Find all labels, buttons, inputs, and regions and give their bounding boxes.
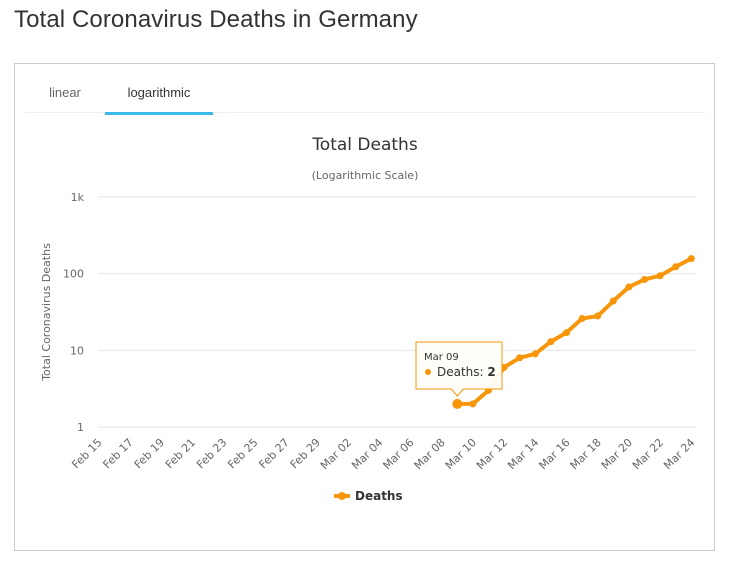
- data-point[interactable]: [563, 329, 570, 337]
- legend-marker-icon: [338, 492, 346, 500]
- data-point[interactable]: [641, 275, 648, 283]
- x-tick-label: Mar 04: [349, 436, 385, 472]
- x-tick-label: Mar 16: [536, 436, 572, 472]
- legend[interactable]: Deaths: [334, 489, 403, 503]
- tooltip-value: Deaths: 2: [437, 365, 496, 379]
- data-point[interactable]: [516, 354, 524, 362]
- legend-label-deaths[interactable]: Deaths: [355, 489, 403, 503]
- data-point[interactable]: [625, 283, 633, 291]
- scale-tabs: linear logarithmic: [25, 64, 705, 115]
- data-point[interactable]: [609, 297, 617, 305]
- x-tick-label: Mar 08: [412, 436, 448, 472]
- x-tick-label: Mar 06: [380, 436, 416, 472]
- data-point[interactable]: [578, 315, 586, 323]
- gridlines: [98, 196, 696, 428]
- page-title: Total Coronavirus Deaths in Germany: [14, 6, 418, 33]
- y-axis-title: Total Coronavirus Deaths: [40, 243, 53, 382]
- x-tick-label: Feb 27: [256, 436, 291, 471]
- x-tick-label: Mar 12: [474, 436, 510, 472]
- y-tick-label: 100: [63, 268, 84, 281]
- data-point[interactable]: [594, 312, 602, 320]
- y-tick-label: 1: [77, 421, 84, 434]
- x-tick-label: Feb 17: [100, 436, 135, 471]
- x-tick-label: Mar 22: [630, 436, 666, 472]
- chart-card: linear logarithmic: [14, 63, 715, 551]
- x-tick-label: Mar 18: [568, 436, 604, 472]
- x-tick-label: Mar 20: [599, 436, 635, 472]
- x-tick-label: Feb 29: [288, 436, 323, 471]
- x-tick-label: Feb 21: [163, 436, 198, 471]
- data-point[interactable]: [452, 398, 463, 409]
- tooltip-date: Mar 09: [424, 352, 459, 363]
- data-point[interactable]: [687, 255, 695, 263]
- x-tick-label: Mar 14: [505, 436, 541, 472]
- tooltip-marker-icon: [425, 369, 431, 375]
- chart-title: Total Deaths: [311, 135, 418, 155]
- chart-subtitle: (Logarithmic Scale): [312, 169, 419, 182]
- x-tick-label: Feb 23: [194, 436, 229, 471]
- data-point[interactable]: [656, 272, 664, 280]
- tooltip: Mar 09 Deaths: 2: [415, 341, 503, 397]
- tooltip-box: [415, 341, 503, 397]
- data-point[interactable]: [672, 263, 680, 271]
- y-tick-label: 10: [70, 344, 84, 357]
- x-tick-label: Feb 15: [69, 436, 104, 471]
- x-tick-label: Feb 19: [132, 436, 167, 471]
- data-point[interactable]: [531, 350, 539, 358]
- tab-logarithmic[interactable]: logarithmic: [105, 64, 213, 115]
- tab-linear[interactable]: linear: [49, 85, 81, 100]
- y-tick-label: 1k: [71, 191, 85, 204]
- data-point[interactable]: [469, 400, 477, 408]
- data-point[interactable]: [547, 338, 555, 346]
- y-axis-ticks: 1 10 100 1k: [63, 191, 85, 434]
- x-tick-label: Feb 25: [225, 436, 260, 471]
- x-tick-label: Mar 02: [318, 436, 354, 472]
- x-tick-label: Mar 24: [661, 436, 697, 472]
- x-tick-label: Mar 10: [443, 436, 479, 472]
